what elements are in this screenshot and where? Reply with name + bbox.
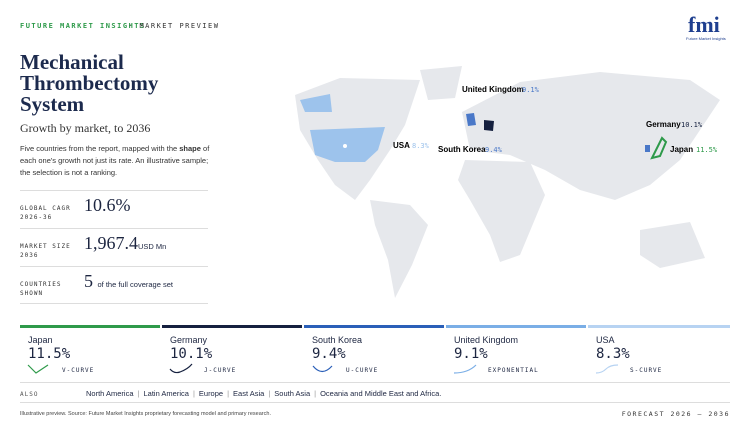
usa-dot [343, 144, 347, 148]
stat-number: 1,967.4 [84, 233, 138, 253]
card-value: 11.5% [28, 346, 71, 362]
map-labels: United Kingdom 9.1% Germany 10.1% USA 8.… [393, 85, 718, 154]
card-curve: J-CURVE [204, 367, 237, 374]
japan-shape [650, 136, 668, 160]
australia [640, 222, 705, 268]
stat-label-line: GLOBAL CAGR [20, 205, 71, 212]
stat-label-line: 2026-36 [20, 214, 53, 221]
desc: of each one's growth not just its rate. … [20, 144, 210, 177]
alaska [300, 94, 332, 112]
card: Germany 10.1% J-CURVE [162, 325, 302, 377]
stat-label-line: COUNTRIES [20, 281, 62, 288]
curve-icon [312, 365, 333, 373]
curve-icon [453, 364, 477, 374]
map-label: Japan [670, 145, 693, 154]
usa-shape [310, 127, 385, 162]
stat-label-line: 2036 [20, 252, 39, 259]
card: United Kingdom 9.1% EXPONENTIAL [446, 325, 586, 377]
map-value: 8.3% [412, 142, 430, 150]
card-country: United Kingdom [454, 335, 519, 345]
card-value: 9.1% [454, 346, 488, 362]
germany-shape [484, 120, 494, 131]
card-country: Germany [170, 335, 208, 345]
curve-icon [27, 364, 49, 374]
map-value: 9.1% [522, 86, 540, 94]
title-line: Mechanical [20, 50, 124, 74]
map-value: 10.1% [681, 121, 703, 129]
stat-label-line: MARKET SIZE [20, 243, 71, 250]
stat-label: GLOBAL CAGR 2026-36 [20, 204, 71, 222]
region: North America [86, 389, 134, 398]
stat-value: 5 of the full coverage set [84, 271, 173, 292]
uk-shape [466, 113, 476, 126]
stat-label: COUNTRIES SHOWN [20, 280, 62, 298]
card-country: Japan [28, 335, 53, 345]
map-label: United Kingdom [462, 85, 524, 94]
region: Oceania and Middle East and Africa. [320, 389, 442, 398]
stat-unit: USD Mn [138, 242, 167, 251]
also-label: ALSO [20, 391, 39, 398]
rule [20, 190, 208, 191]
map-value: 9.4% [485, 146, 503, 154]
region: Europe [198, 389, 224, 398]
brand: FUTURE MARKET INSIGHTS [20, 22, 146, 30]
map-label: South Korea [438, 145, 486, 154]
korea-shape [645, 145, 650, 152]
title-line: System [20, 92, 85, 116]
stat-unit: of the full coverage set [97, 280, 173, 289]
description: Five countries from the report, mapped w… [20, 143, 210, 179]
stat-value: 10.6% [84, 195, 131, 215]
greenland [420, 66, 462, 100]
stat-value: 1,967.4USD Mn [84, 233, 166, 254]
subtitle: Growth by market, to 2036 [20, 121, 151, 135]
rule [20, 266, 208, 267]
eurasia [462, 72, 720, 200]
card: USA 8.3% S-CURVE [588, 325, 730, 377]
card-country: USA [596, 335, 615, 345]
card-curve: EXPONENTIAL [488, 367, 539, 374]
card-country: South Korea [312, 335, 363, 345]
region: Latin America [143, 389, 189, 398]
south-america [370, 200, 428, 298]
stat-number: 5 [84, 271, 93, 291]
stat-label-line: SHOWN [20, 290, 44, 297]
map-label: Germany [646, 120, 681, 129]
desc-bold: shape [179, 144, 201, 153]
curve-icon [169, 363, 193, 374]
also-list: North America | Latin America | Europe | East … [86, 389, 442, 398]
card-curve: S-CURVE [630, 367, 663, 374]
rule [20, 402, 730, 403]
card-value: 9.4% [312, 346, 346, 362]
stat-label: MARKET SIZE 2036 [20, 242, 71, 260]
continents [295, 66, 720, 298]
title-line: Thrombectomy [20, 71, 159, 95]
card-value: 8.3% [596, 346, 630, 362]
card-value: 10.1% [170, 346, 213, 362]
world-map: United Kingdom 9.1% Germany 10.1% USA 8.… [295, 66, 720, 298]
card: South Korea 9.4% U-CURVE [304, 325, 444, 377]
footer-note: Illustrative preview. Source: Future Mar… [20, 411, 271, 417]
card-curve: U-CURVE [346, 367, 379, 374]
region: South Asia [274, 389, 311, 398]
card: Japan 11.5% V-CURVE [20, 325, 160, 377]
section: · MARKET PREVIEW [128, 22, 220, 30]
rule [20, 303, 208, 304]
section-text: MARKET PREVIEW [139, 22, 220, 30]
africa [458, 160, 545, 262]
rule [20, 228, 208, 229]
logo-sub: Future Market Insights [686, 36, 726, 41]
region: East Asia [233, 389, 265, 398]
footer-forecast: FORECAST 2026 – 2036 [621, 410, 730, 418]
map-label: USA [393, 141, 410, 150]
rule [20, 382, 730, 383]
curve-icon [595, 364, 619, 374]
desc: Five countries from the report, mapped w… [20, 144, 178, 153]
card-curve: V-CURVE [62, 367, 95, 374]
map-value: 11.5% [696, 146, 718, 154]
logo: fmi [688, 12, 720, 37]
